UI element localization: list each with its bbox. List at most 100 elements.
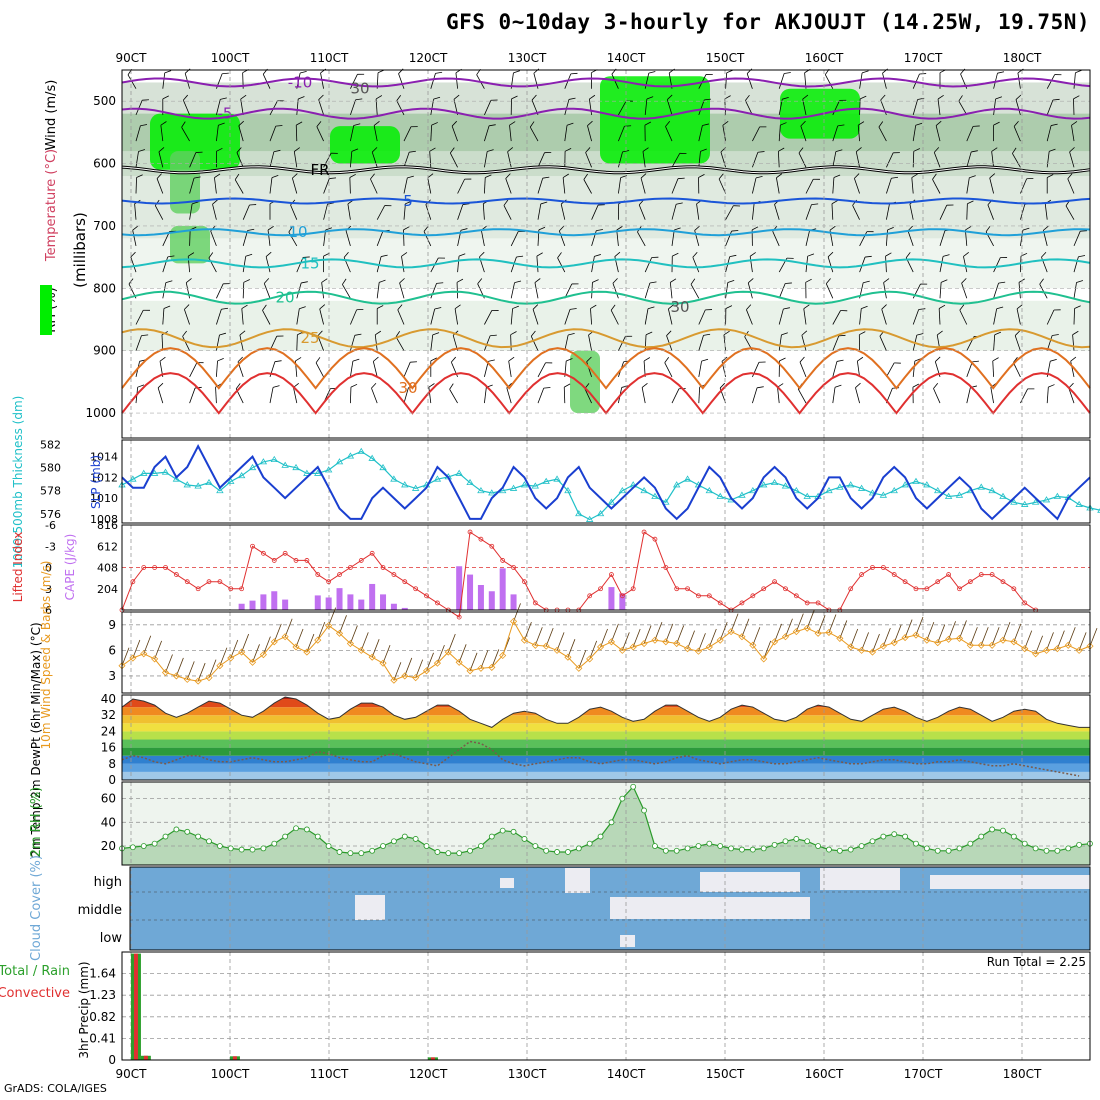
wind-barb <box>1046 334 1059 351</box>
wind-barb <box>430 332 440 351</box>
wind-barb-staff <box>752 177 757 194</box>
cape-bar <box>282 599 289 610</box>
wind-barb <box>939 254 950 273</box>
wind-barb <box>644 256 659 273</box>
wind-speed-marker <box>368 653 376 661</box>
wind-barb-staff <box>1012 153 1021 168</box>
wind-barb <box>292 173 298 194</box>
cloud-frame <box>129 866 1091 951</box>
wind-barb <box>182 330 190 351</box>
wind-barb-staff <box>456 282 458 299</box>
wind-barb-flag <box>958 95 963 102</box>
rh2m-marker <box>652 843 658 849</box>
surface-wind-barb <box>1056 630 1065 649</box>
lifted-index-marker <box>435 600 440 606</box>
wind-barb-staff <box>990 387 994 404</box>
rh2m-marker <box>1000 827 1006 834</box>
rh2m-marker <box>488 833 495 840</box>
wind-barb <box>403 126 418 142</box>
wind-barb <box>1012 147 1021 168</box>
wind-barb <box>832 124 845 142</box>
wind-speed-marker <box>879 642 887 650</box>
thickness-marker <box>161 468 170 475</box>
wind-barb <box>532 304 539 325</box>
lifted-index-marker <box>326 579 332 585</box>
wind-barb-staff <box>746 73 753 89</box>
wind-barb <box>1046 174 1054 194</box>
wind-barb-flag <box>355 98 363 101</box>
wind-barb-flag <box>676 202 683 205</box>
wind-barb-flag <box>585 147 591 153</box>
lifted-index-marker <box>239 586 245 592</box>
wind-barb-staff <box>774 204 780 220</box>
wind-barb <box>323 152 338 168</box>
wind-barb <box>1046 123 1058 142</box>
rh2m-marker <box>162 833 169 840</box>
wind-barb-flag <box>726 69 734 74</box>
rh2m-marker <box>793 836 800 842</box>
surface-wind-barb <box>806 610 815 629</box>
wind-barb-flag <box>664 357 670 363</box>
wind-speed-marker <box>227 654 235 662</box>
wind-barb <box>240 94 247 115</box>
wind-barb-staff <box>1046 387 1049 404</box>
wind-barb <box>1015 94 1022 116</box>
wind-barb-staff <box>350 125 355 142</box>
wind-barb <box>370 173 378 194</box>
surface-wind-barb <box>1035 635 1043 654</box>
wind-barb-staff <box>162 282 167 299</box>
wind-barb-flag <box>566 358 573 362</box>
wind-barb-staff <box>993 308 998 325</box>
wind-barb-staff <box>189 178 195 194</box>
lifted-index-marker <box>413 586 419 592</box>
thickness-marker <box>292 463 300 471</box>
slp-frame <box>121 439 1091 524</box>
x-tick-label-top: 120CT <box>409 51 448 65</box>
wind-barb-staff <box>803 308 807 325</box>
thickness-marker <box>564 486 572 494</box>
wind-barb-flag <box>1026 177 1034 180</box>
wind-barb-flag <box>512 305 519 309</box>
wind-axis-label: Wind (m/s) <box>44 80 59 151</box>
wind-speed-marker <box>771 638 779 646</box>
lifted-index-marker <box>891 572 897 577</box>
wind-barb-flag <box>1050 359 1057 362</box>
wind-barb-staff <box>583 179 592 194</box>
wind-barb-flag <box>570 72 578 75</box>
surface-wind-barb <box>295 628 304 648</box>
wind-barb-staff <box>403 387 409 404</box>
surface-wind-barb <box>230 639 239 659</box>
rh2m-marker <box>249 846 256 853</box>
wind-barb-flag <box>746 304 752 310</box>
wind-speed-marker <box>259 651 267 659</box>
wind-barb-flag <box>508 356 515 362</box>
lifted-index-marker <box>315 572 321 577</box>
wind-barb-flag <box>571 283 579 285</box>
wind-barb-flag <box>672 252 679 257</box>
wind-speed-marker <box>238 648 246 656</box>
wind-barb <box>966 200 974 220</box>
wind-barb-flag <box>217 357 224 362</box>
temp-contour <box>121 107 1091 120</box>
wind-barb-flag <box>159 356 166 362</box>
wind-barb <box>588 94 596 115</box>
wind-barb-flag <box>997 71 1005 74</box>
wind-speed-marker <box>640 639 648 648</box>
wind-barb-flag <box>783 307 790 310</box>
wind-barb-staff <box>430 125 433 142</box>
wind-barb-flag <box>857 356 864 362</box>
rh2m-marker <box>543 847 550 854</box>
wind-barb-flag <box>616 226 623 231</box>
rh2m-marker <box>347 850 354 857</box>
wind-barb <box>135 309 150 325</box>
wind-speed-marker <box>749 641 757 649</box>
wind-barb-flag <box>158 147 165 153</box>
lifted-index-marker <box>1000 579 1006 585</box>
wind-barb-staff <box>1073 256 1079 273</box>
wind-barb <box>937 94 944 115</box>
rh2m-axis-label: 2m RH (%) <box>29 787 44 858</box>
wind-barb-flag <box>859 95 867 100</box>
wind-barb-flag <box>799 356 805 363</box>
x-tick-label-bottom: 140CT <box>607 1067 646 1081</box>
wind-barb <box>827 251 834 273</box>
